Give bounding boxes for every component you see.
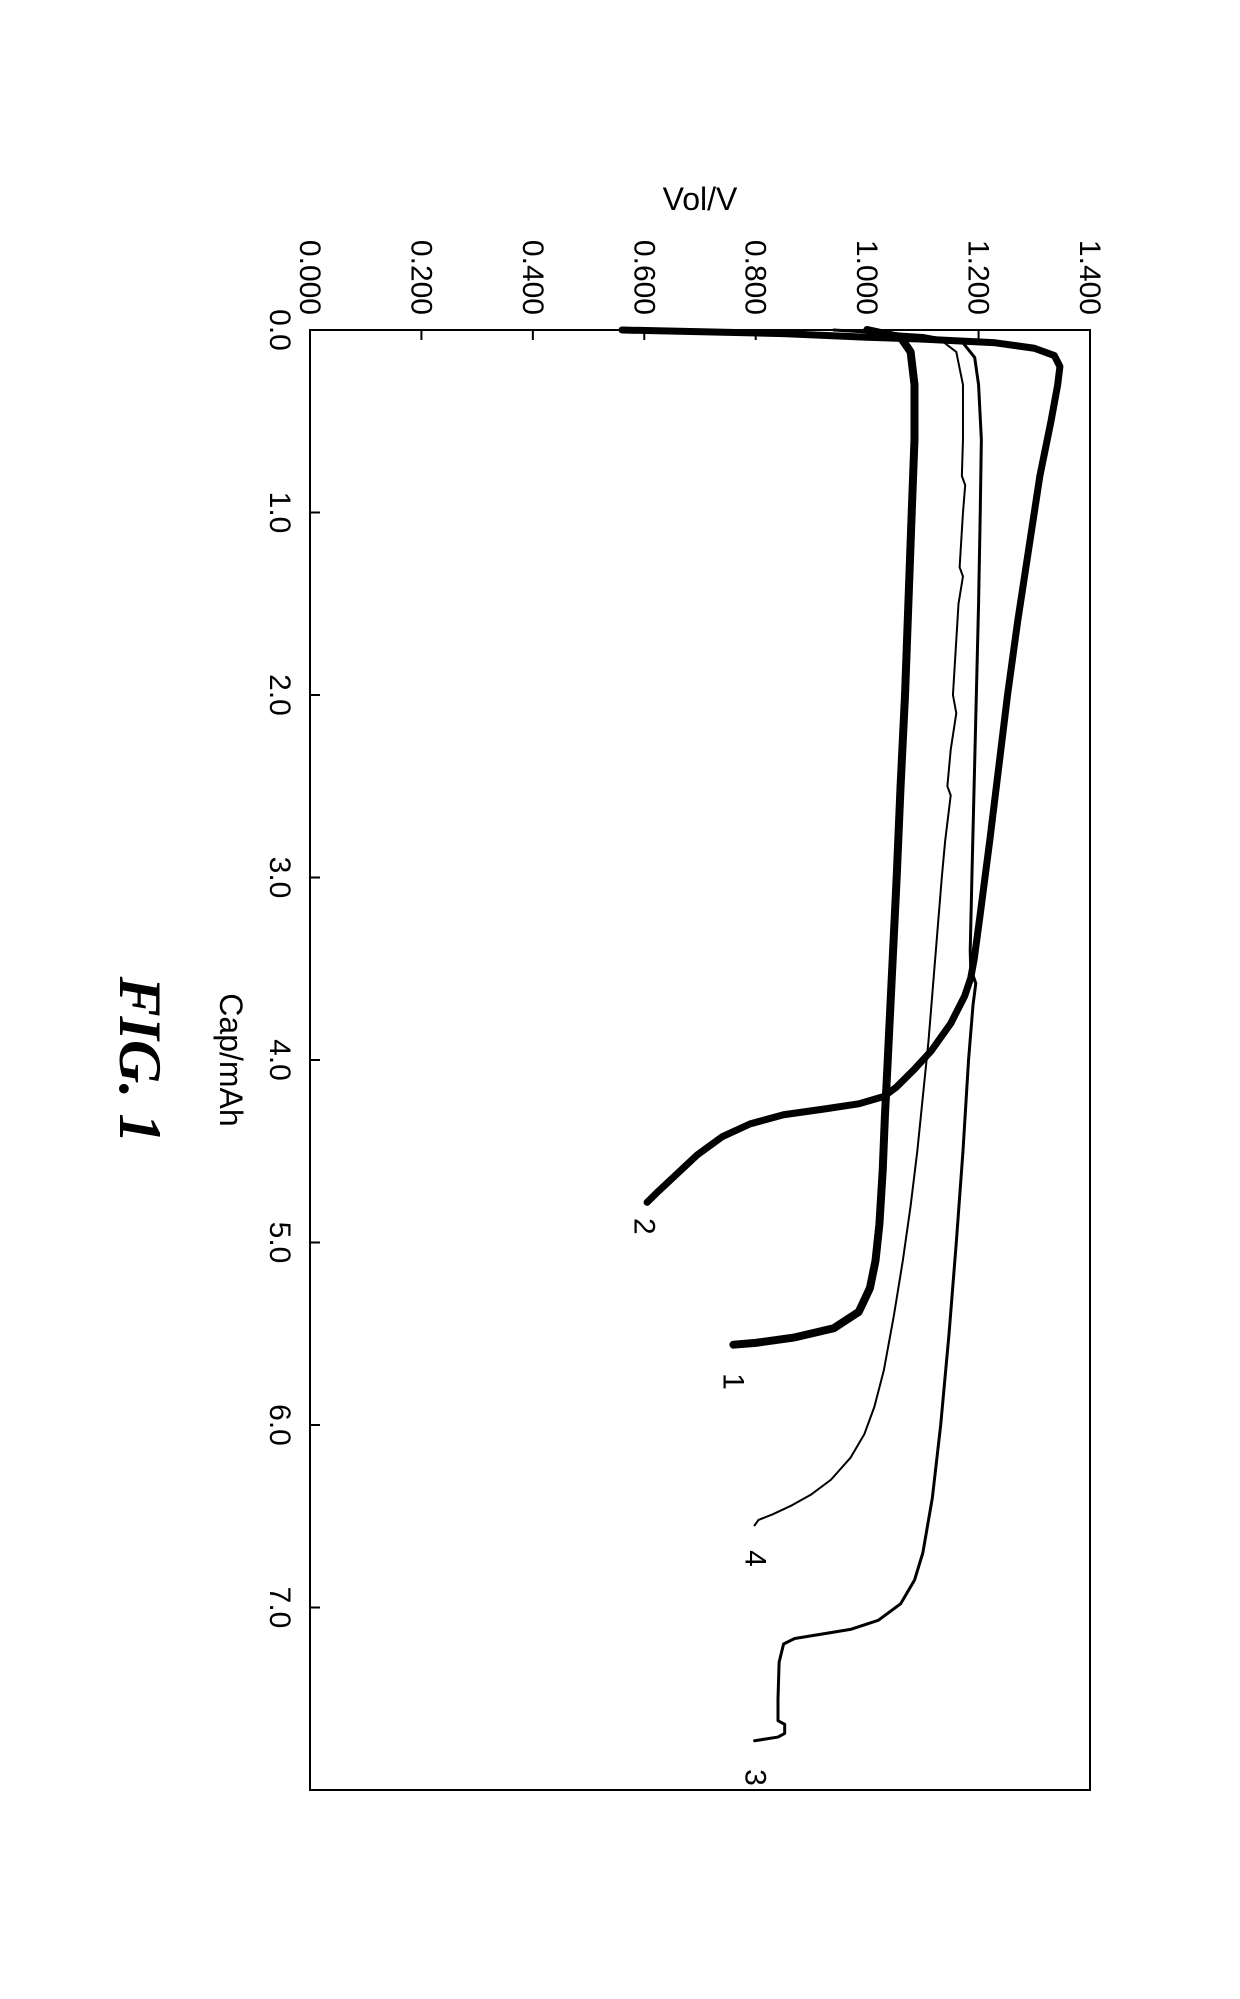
- x-tick-label: 7.0: [263, 1586, 296, 1628]
- plot-border: [310, 330, 1090, 1790]
- series-s1: [733, 330, 914, 1345]
- series-s2: [622, 330, 1060, 1202]
- y-tick-label: 0.000: [293, 239, 326, 314]
- x-tick-label: 1.0: [263, 491, 296, 533]
- y-tick-label: 0.200: [404, 239, 437, 314]
- x-axis-label: Cap/mAh: [213, 993, 249, 1126]
- x-tick-label: 3.0: [263, 856, 296, 898]
- series-s4: [755, 330, 966, 1525]
- y-tick-label: 0.600: [627, 239, 660, 314]
- series-label-s2: 2: [627, 1218, 660, 1235]
- page: 0.0 1.0 2.0 3.0 4.0 5.0 6.0 7.0 0.000 0.200 0.400 0…: [0, 0, 1240, 1999]
- x-tick-label: 0.0: [263, 309, 296, 351]
- x-tick-label: 4.0: [263, 1039, 296, 1081]
- y-tick-label: 1.400: [1073, 239, 1106, 314]
- voltage-capacity-chart: 0.0 1.0 2.0 3.0 4.0 5.0 6.0 7.0 0.000 0.200 0.400 0…: [70, 100, 1170, 1900]
- y-axis-label: Vol/V: [663, 181, 738, 217]
- y-tick-label: 0.800: [739, 239, 772, 314]
- series-label-s1: 1: [716, 1373, 749, 1390]
- y-tick-label: 1.200: [962, 239, 995, 314]
- series-label-s3: 3: [739, 1769, 772, 1786]
- x-tick-label: 5.0: [263, 1221, 296, 1263]
- figure-caption: FIG. 1: [107, 975, 173, 1143]
- figure-container: 0.0 1.0 2.0 3.0 4.0 5.0 6.0 7.0 0.000 0.200 0.400 0…: [70, 100, 1170, 1900]
- y-tick-label: 0.400: [516, 239, 549, 314]
- x-tick-label: 6.0: [263, 1404, 296, 1446]
- x-tick-label: 2.0: [263, 674, 296, 716]
- y-tick-label: 1.000: [850, 239, 883, 314]
- series-label-s4: 4: [739, 1550, 772, 1567]
- series-s3: [755, 330, 982, 1741]
